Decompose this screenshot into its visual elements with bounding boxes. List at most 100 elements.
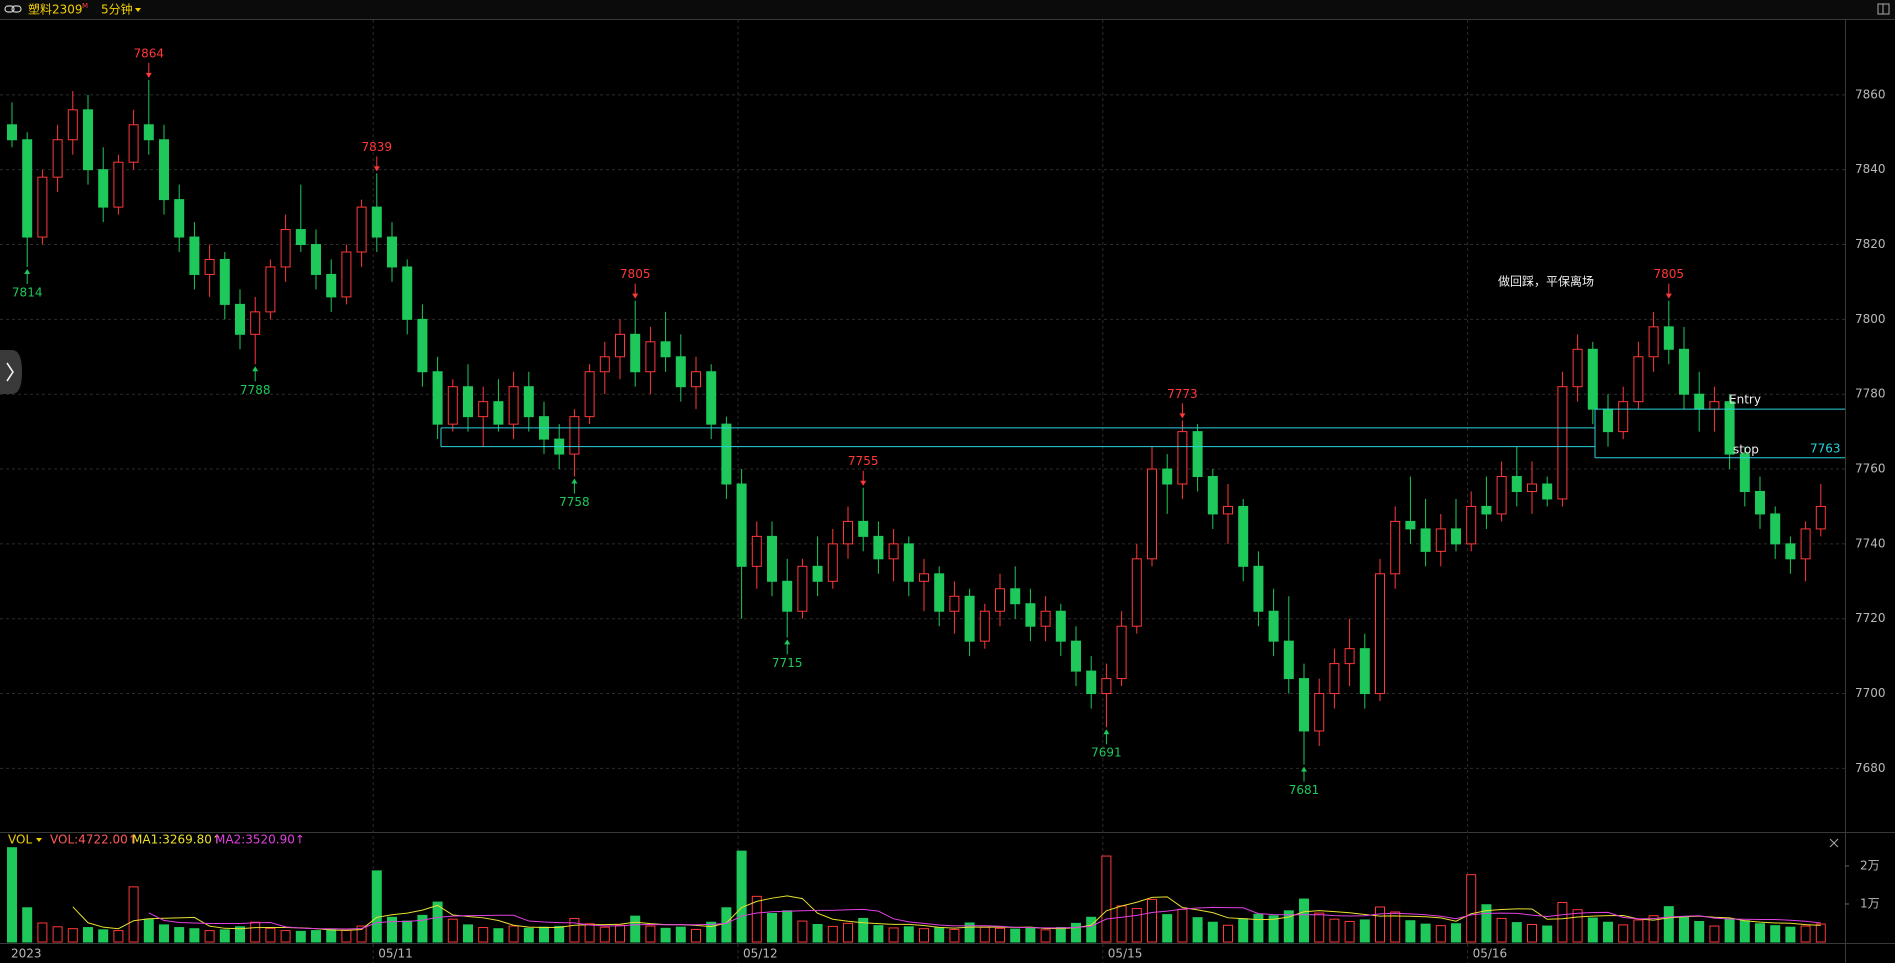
- candle-body: [1755, 490, 1765, 515]
- candle-body: [265, 266, 276, 313]
- candle-body: [1496, 476, 1507, 515]
- candle-body: [1694, 393, 1705, 410]
- volume-bar: [1162, 914, 1173, 943]
- extreme-label: 7839: [362, 140, 393, 154]
- volume-bar: [691, 928, 701, 943]
- candle-body: [7, 124, 17, 141]
- volume-bar: [888, 927, 899, 943]
- volume-bar: [204, 930, 215, 943]
- extreme-arrowhead: [252, 366, 259, 372]
- y-tick-label: 1万: [1860, 896, 1880, 910]
- volume-bar: [432, 901, 443, 943]
- volume-bar: [1481, 904, 1492, 943]
- volume-bar: [1770, 925, 1781, 943]
- x-tick-label: 05/15: [1108, 947, 1143, 961]
- candle-body: [1587, 348, 1598, 410]
- candle-body: [660, 341, 671, 358]
- candle-body: [873, 535, 884, 560]
- volume-bar: [1040, 929, 1051, 943]
- candle-body: [1527, 483, 1537, 492]
- link-icon[interactable]: [4, 5, 22, 13]
- extreme-arrowhead: [24, 268, 31, 274]
- volume-bar: [949, 928, 960, 943]
- volume-bar: [569, 917, 580, 943]
- volume-bar: [219, 929, 230, 943]
- candle-body: [1177, 431, 1188, 485]
- volume-bar: [995, 927, 1005, 943]
- extreme-label: 7805: [620, 267, 651, 281]
- volume-bar: [1435, 925, 1446, 943]
- candle-body: [858, 520, 869, 537]
- side-panel-tab[interactable]: [0, 350, 22, 394]
- volume-bar: [1542, 925, 1553, 943]
- x-tick-label: 05/16: [1473, 947, 1508, 961]
- volume-bar: [1405, 920, 1416, 943]
- volume-bar: [1223, 924, 1233, 943]
- candle-body: [463, 386, 473, 418]
- candle-body: [1390, 520, 1401, 575]
- volume-bar: [1572, 909, 1583, 943]
- volume-bar: [1603, 921, 1613, 943]
- volume-bar: [630, 915, 641, 943]
- candle-body: [630, 333, 641, 373]
- candle-body: [1207, 476, 1218, 515]
- extreme-label: 7805: [1654, 267, 1685, 281]
- candle-body: [1238, 505, 1249, 567]
- volume-bar: [1299, 898, 1309, 943]
- candle-body: [1420, 528, 1431, 552]
- candle-body: [128, 124, 139, 163]
- candle-body: [934, 573, 945, 612]
- volume-bar: [22, 907, 33, 943]
- candle-body: [1223, 505, 1233, 515]
- volume-bar: [903, 926, 914, 943]
- candle-body: [1162, 468, 1173, 485]
- candle-body: [52, 139, 63, 178]
- volume-bar: [402, 920, 413, 943]
- period[interactable]: 5分钟: [101, 2, 133, 17]
- volume-bar: [280, 930, 291, 943]
- volume-bar: [311, 930, 321, 943]
- close-volume[interactable]: [1829, 838, 1839, 848]
- candle-body: [949, 595, 960, 612]
- volume-bar: [83, 927, 93, 943]
- volume-bar: [1587, 917, 1598, 943]
- candle-body: [1815, 505, 1826, 530]
- ma-line: [148, 906, 1821, 930]
- volume-bar: [858, 917, 869, 943]
- volume-bar: [934, 927, 945, 943]
- volume-bar: [417, 914, 428, 943]
- y-tick-label: 7740: [1855, 536, 1886, 550]
- candle-body: [113, 161, 124, 208]
- candle-body: [691, 371, 701, 388]
- extreme-arrowhead: [1665, 293, 1672, 299]
- candle-body: [751, 535, 762, 567]
- extreme-arrowhead: [860, 480, 867, 486]
- y-tick-label: 7700: [1855, 686, 1886, 700]
- candle-body: [584, 371, 595, 418]
- stop-label: stop: [1733, 442, 1759, 456]
- volume-bar: [751, 895, 762, 943]
- candle-body: [1603, 408, 1613, 433]
- extreme-label: 7691: [1091, 746, 1122, 760]
- volume-bar: [1116, 905, 1127, 943]
- candle-body: [1375, 573, 1385, 695]
- candle-body: [1055, 610, 1066, 642]
- candle-body: [1359, 648, 1370, 695]
- candle-body: [1299, 678, 1309, 732]
- volume-bar: [1131, 908, 1142, 943]
- symbol[interactable]: 塑料2309: [28, 2, 83, 17]
- period-dropdown[interactable]: [135, 8, 141, 12]
- volume-bar: [797, 920, 808, 943]
- volume-bar: [1709, 925, 1720, 943]
- candle-body: [295, 229, 306, 246]
- candle-body: [387, 236, 397, 268]
- stop-value: 7763: [1810, 441, 1841, 455]
- volume-bar: [1390, 911, 1401, 943]
- candle-body: [706, 371, 717, 425]
- volume-bar: [1086, 916, 1097, 943]
- candle-body: [1785, 543, 1796, 560]
- candle-body: [1329, 663, 1340, 695]
- volume-dropdown[interactable]: [36, 838, 42, 842]
- candle-body: [1739, 453, 1750, 492]
